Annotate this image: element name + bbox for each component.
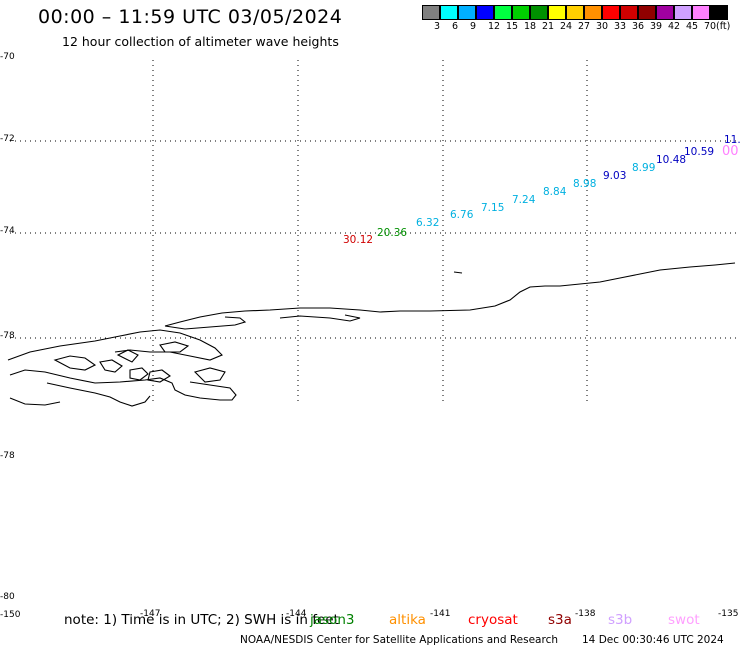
legend-label: 70 (704, 21, 717, 32)
lon-label: -135 (718, 609, 739, 619)
legend-label: 12 (488, 21, 501, 32)
wave-label: 6.32 (416, 217, 439, 229)
lat-label: -72 (0, 134, 15, 144)
legend-swatch (638, 5, 656, 20)
legend-swatch (440, 5, 458, 20)
legend-swatch (512, 5, 530, 20)
wave-label: 8.84 (543, 186, 567, 198)
legend-swatch (584, 5, 602, 20)
legend-label: 36 (632, 21, 645, 32)
satellite-jason3: jason3 (310, 612, 355, 628)
satellite-s3b: s3b (608, 612, 633, 628)
antarctic-coastline (7, 262, 736, 407)
satellite-swot: swot (668, 612, 700, 628)
wave-label: 20.36 (377, 227, 407, 239)
legend-label: 3 (434, 21, 441, 32)
map-title: 00:00 – 11:59 UTC 03/05/2024 (38, 6, 343, 28)
lat-label: -78 (0, 451, 15, 461)
footer-credit: NOAA/NESDIS Center for Satellite Applica… (240, 634, 558, 646)
legend-label: 21 (542, 21, 555, 32)
satellite-altika: altika (389, 612, 426, 628)
legend-label: 39 (650, 21, 663, 32)
lat-label: -80 (0, 592, 15, 602)
wave-label: 6.76 (450, 209, 474, 221)
legend-swatch (692, 5, 710, 20)
legend-label: 18 (524, 21, 537, 32)
lat-label: -70 (0, 52, 15, 62)
wave-label: 9.03 (603, 170, 626, 182)
units-note: note: 1) Time is in UTC; 2) SWH is in fe… (64, 612, 339, 628)
lat-label: -78 (0, 331, 15, 341)
satellite-s3a: s3a (548, 612, 572, 628)
wave-label: 8.98 (573, 178, 596, 190)
wave-label: 10.59 (684, 146, 714, 158)
legend-swatch (602, 5, 620, 20)
legend-label: 15 (506, 21, 519, 32)
legend-label: 42 (668, 21, 681, 32)
legend-swatch (530, 5, 548, 20)
wave-label: 7.24 (512, 194, 536, 206)
legend-swatch (476, 5, 494, 20)
map-subtitle: 12 hour collection of altimeter wave hei… (62, 34, 339, 49)
lon-label: -147 (140, 609, 161, 619)
legend-label: 6 (452, 21, 459, 32)
legend-swatch (566, 5, 584, 20)
legend-swatch (494, 5, 512, 20)
legend-label: 33 (614, 21, 627, 32)
legend-swatch (620, 5, 638, 20)
legend-label: 9 (470, 21, 477, 32)
footer-timestamp: 14 Dec 00:30:46 UTC 2024 (582, 634, 724, 646)
wave-label: 10.48 (656, 154, 686, 166)
satellite-cryosat: cryosat (468, 612, 518, 628)
color-legend (422, 5, 728, 20)
lon-label: -141 (430, 609, 451, 619)
wave-label: 7.15 (481, 202, 504, 214)
wave-label: 30.12 (343, 234, 373, 246)
wave-label: 11. (724, 134, 740, 146)
graticule (10, 60, 740, 405)
lon-label: -138 (575, 609, 596, 619)
wave-label: 8.99 (632, 162, 655, 174)
legend-swatch (710, 5, 728, 20)
lon-label: -150 (0, 610, 21, 620)
lat-label: -74 (0, 226, 15, 236)
legend-swatch (548, 5, 566, 20)
wave-label: 00 (722, 144, 739, 159)
legend-swatch (422, 5, 440, 20)
legend-label: 27 (578, 21, 591, 32)
legend-label: 45 (686, 21, 699, 32)
legend-swatch (674, 5, 692, 20)
legend-swatch (656, 5, 674, 20)
legend-swatch (458, 5, 476, 20)
legend-label: 30 (596, 21, 609, 32)
lon-label: -144 (286, 609, 307, 619)
legend-label: (ft) (716, 21, 731, 32)
legend-label: 24 (560, 21, 573, 32)
